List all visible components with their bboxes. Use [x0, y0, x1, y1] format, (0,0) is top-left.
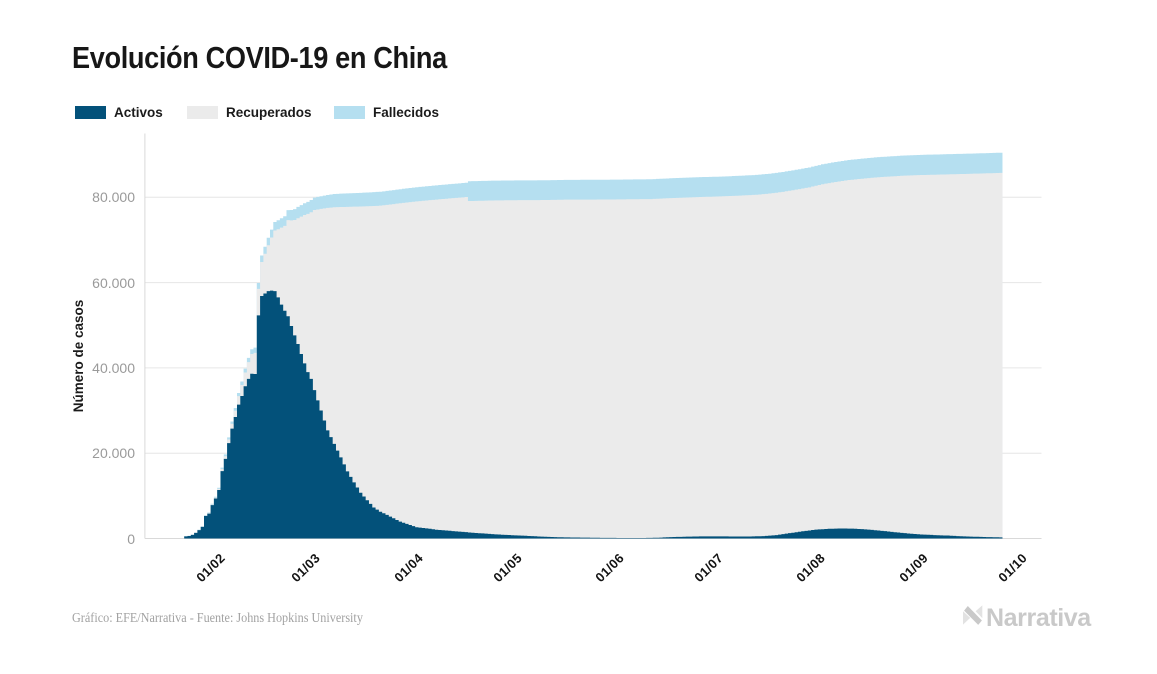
- narrativa-logo-icon: [963, 605, 983, 625]
- page-title: Evolución COVID-19 en China: [72, 40, 447, 75]
- narrativa-logo: Narrativa: [963, 605, 1091, 630]
- legend-label-fallecidos: Fallecidos: [373, 105, 440, 120]
- y-axis-title: Número de casos: [71, 299, 86, 413]
- footer-credit: Gráfico: EFE/Narrativa - Fuente: Johns H…: [72, 611, 363, 626]
- y-tick-label-60000: 60.000: [92, 274, 135, 291]
- legend-item-fallecidos: Fallecidos: [334, 105, 439, 120]
- legend-swatch-recuperados: [187, 106, 218, 119]
- series-area-recuperados: [184, 172, 1003, 539]
- legend-swatch-activos: [75, 106, 106, 119]
- legend-label-activos: Activos: [114, 105, 163, 120]
- y-tick-label-0: 0: [127, 530, 135, 547]
- y-tick-label-80000: 80.000: [92, 189, 135, 206]
- legend-swatch-fallecidos: [334, 106, 365, 119]
- y-tick-label-40000: 40.000: [92, 359, 135, 376]
- legend-label-recuperados: Recuperados: [226, 105, 312, 120]
- legend-item-activos: Activos: [75, 105, 163, 120]
- y-tick-label-20000: 20.000: [92, 445, 135, 462]
- legend-item-recuperados: Recuperados: [187, 105, 312, 120]
- series-area-activos: [184, 290, 1003, 539]
- narrativa-logo-text: Narrativa: [986, 603, 1091, 632]
